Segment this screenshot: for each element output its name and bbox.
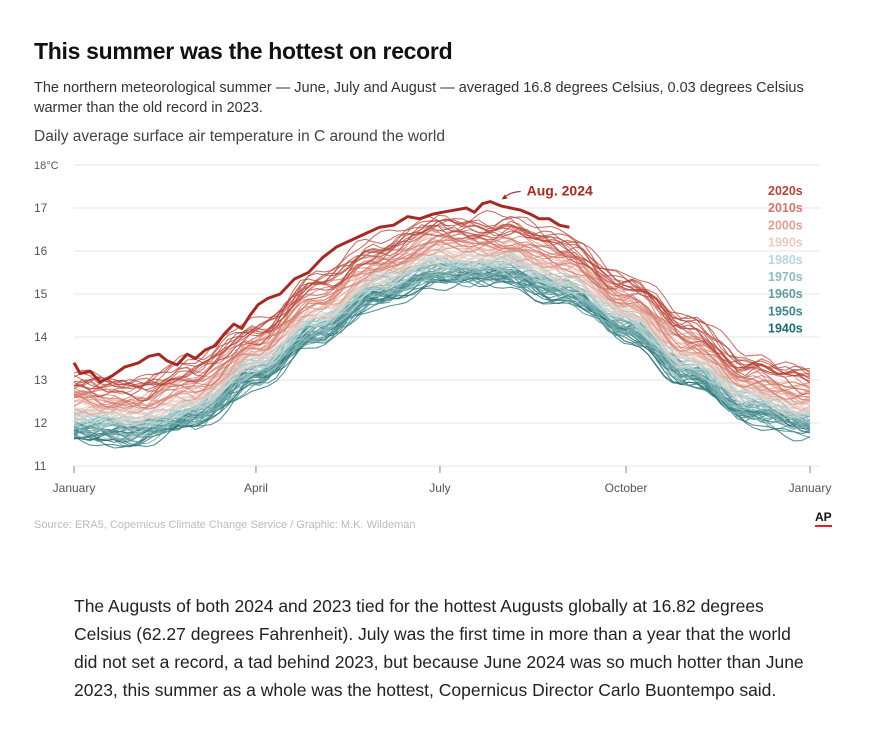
ap-logo: AP — [815, 511, 832, 527]
legend-item-2000s: 2000s — [768, 218, 803, 232]
year-line-2010s — [73, 224, 811, 397]
year-line-2000s — [73, 240, 811, 415]
historical-year-lines — [73, 209, 811, 449]
year-line-2000s — [73, 241, 811, 414]
chart-title: This summer was the hottest on record — [34, 38, 453, 64]
x-tick-label: January — [789, 481, 832, 495]
year-line-1990s — [73, 243, 811, 416]
decade-legend: 2020s 2010s 2000s 1990s 1980s 1970s 1960s 1950s… — [768, 184, 803, 336]
y-axis-ticks: 18°C 17 16 15 14 13 12 11 — [34, 160, 59, 473]
x-tick-label: April — [244, 481, 268, 495]
legend-item-1980s: 1980s — [768, 253, 803, 267]
series-line-2024 — [72, 200, 570, 384]
year-line-2010s — [73, 230, 811, 408]
legend-item-2010s: 2010s — [768, 201, 803, 215]
annotation-label: Aug. 2024 — [527, 183, 593, 199]
year-line-2010s — [73, 236, 811, 410]
year-line-1970s — [73, 265, 811, 438]
y-tick-label: 11 — [34, 459, 47, 473]
x-tick-label: July — [429, 481, 450, 495]
x-tick-label: October — [605, 481, 648, 495]
chart-heading: Daily average surface air temperature in… — [34, 128, 445, 145]
temperature-chart: 18°C 17 16 15 14 13 12 11 January April July Octob… — [34, 160, 832, 495]
year-line-2020s — [73, 224, 811, 398]
highlight-series — [72, 200, 570, 384]
annotation-arrowhead — [501, 194, 508, 200]
y-tick-label: 16 — [34, 244, 48, 258]
year-line-1980s — [73, 258, 811, 427]
year-line-2020s — [73, 219, 811, 390]
y-tick-label: 14 — [34, 330, 48, 344]
x-tick-label: January — [53, 481, 96, 495]
legend-item-2020s: 2020s — [768, 184, 803, 198]
annotations: Aug. 2024 — [501, 183, 593, 200]
source-credit: Source: ERA5, Copernicus Climate Change … — [34, 519, 416, 531]
year-line-2010s — [73, 235, 811, 409]
y-tick-label: 13 — [34, 373, 48, 387]
year-line-1990s — [73, 246, 811, 418]
legend-item-1940s: 1940s — [768, 322, 803, 336]
legend-item-1990s: 1990s — [768, 236, 803, 250]
year-line-2010s — [73, 236, 811, 408]
y-tick-label: 17 — [34, 201, 48, 215]
legend-item-1960s: 1960s — [768, 287, 803, 301]
y-tick-label: 18°C — [34, 160, 59, 172]
x-axis-ticks: January April July October January — [53, 466, 832, 495]
y-tick-label: 15 — [34, 287, 48, 301]
year-line-2020s — [73, 214, 811, 389]
year-line-2020s — [73, 218, 811, 391]
legend-item-1970s: 1970s — [768, 270, 803, 284]
chart-subtitle: The northern meteorological summer — Jun… — [34, 80, 804, 116]
year-line-1960s — [73, 265, 811, 438]
legend-item-1950s: 1950s — [768, 304, 803, 318]
year-line-2020s — [73, 225, 811, 402]
article-paragraph: The Augusts of both 2024 and 2023 tied f… — [74, 596, 804, 700]
y-tick-label: 12 — [34, 416, 48, 430]
